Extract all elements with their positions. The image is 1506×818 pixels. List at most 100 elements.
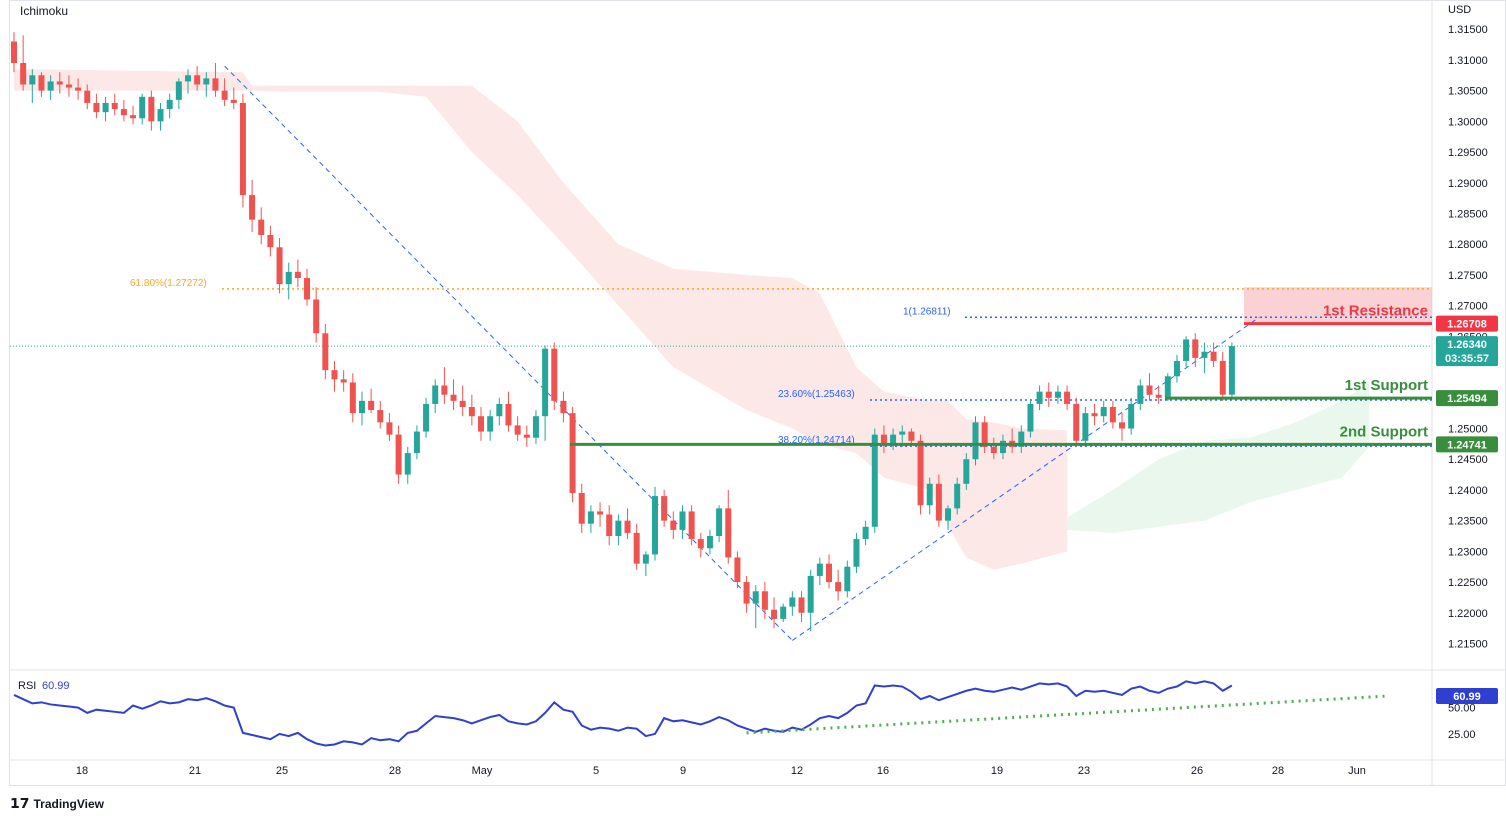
y-tick-label: 1.22500 bbox=[1448, 577, 1488, 589]
candle-body bbox=[844, 566, 851, 592]
support-1-price-badge-text: 1.25494 bbox=[1447, 393, 1488, 405]
x-tick-label: 26 bbox=[1191, 765, 1203, 777]
currency-label: USD bbox=[1448, 4, 1472, 16]
candle-body bbox=[917, 440, 924, 506]
candle-body bbox=[230, 99, 237, 103]
candle-body bbox=[313, 299, 320, 334]
candle-body bbox=[542, 348, 549, 417]
candle-body bbox=[679, 511, 686, 530]
candle-body bbox=[358, 400, 365, 414]
candle-body bbox=[56, 81, 63, 85]
candle-body bbox=[871, 434, 878, 527]
candle-body bbox=[706, 536, 713, 549]
candle-body bbox=[999, 440, 1006, 454]
candle-body bbox=[1119, 422, 1126, 429]
x-tick-label: 18 bbox=[76, 765, 88, 777]
candle-body bbox=[184, 75, 191, 82]
candle-body bbox=[203, 78, 210, 85]
y-tick-label: 1.31500 bbox=[1448, 24, 1488, 36]
candle-body bbox=[771, 609, 778, 619]
candle-body bbox=[93, 102, 100, 113]
rsi-y-tick: 25.00 bbox=[1448, 729, 1476, 741]
candle-body bbox=[587, 511, 594, 524]
candle-body bbox=[890, 434, 897, 444]
rsi-y-tick: 50.00 bbox=[1448, 703, 1476, 715]
candle-body bbox=[459, 400, 466, 407]
candle-body bbox=[798, 597, 805, 613]
x-tick-label: May bbox=[472, 765, 493, 777]
candle-body bbox=[880, 434, 887, 444]
fib-trend-line-1 bbox=[792, 316, 1260, 641]
y-tick-label: 1.30000 bbox=[1448, 116, 1488, 128]
resistance-label: 1st Resistance bbox=[1323, 303, 1428, 320]
candle-body bbox=[935, 483, 942, 521]
tradingview-logo-icon: 𝟭𝟳 bbox=[10, 795, 30, 811]
rsi-value-badge-text: 60.99 bbox=[1453, 691, 1481, 703]
candle-body bbox=[11, 41, 17, 63]
y-tick-label: 1.29500 bbox=[1448, 147, 1488, 159]
candle-body bbox=[532, 416, 539, 438]
candle-body bbox=[990, 446, 997, 454]
candle-body bbox=[688, 511, 695, 540]
candle-body bbox=[725, 508, 732, 558]
candle-body bbox=[120, 109, 127, 116]
candle-body bbox=[75, 87, 82, 91]
candle-body bbox=[1219, 360, 1226, 395]
y-tick-label: 1.23000 bbox=[1448, 546, 1488, 558]
candle-body bbox=[47, 81, 54, 91]
candle-body bbox=[1082, 413, 1089, 441]
y-tick-label: 1.23500 bbox=[1448, 516, 1488, 528]
y-tick-label: 1.27500 bbox=[1448, 270, 1488, 282]
candle-body bbox=[624, 520, 631, 533]
candle-body bbox=[1155, 394, 1162, 398]
y-tick-label: 1.24000 bbox=[1448, 485, 1488, 497]
candle-body bbox=[340, 379, 347, 383]
candle-body bbox=[560, 400, 567, 414]
x-tick-label: 16 bbox=[877, 765, 889, 777]
candle-body bbox=[423, 403, 430, 432]
support-1-label: 1st Support bbox=[1345, 377, 1428, 394]
fib-label-1: 1(1.26811) bbox=[903, 306, 951, 317]
candle-body bbox=[1018, 431, 1025, 447]
candle-body bbox=[1192, 339, 1199, 358]
candle-body bbox=[661, 496, 668, 521]
candle-body bbox=[413, 431, 420, 454]
candle-body bbox=[697, 539, 704, 549]
candle-body bbox=[1183, 339, 1190, 361]
candle-body bbox=[111, 102, 118, 110]
candle-body bbox=[148, 96, 155, 122]
candle-body bbox=[404, 453, 411, 475]
candle-body bbox=[20, 63, 27, 85]
candle-body bbox=[487, 416, 494, 432]
rsi-line bbox=[13, 680, 1233, 747]
rsi-label: RSI bbox=[18, 680, 36, 692]
candle-body bbox=[752, 591, 759, 604]
y-tick-label: 1.30500 bbox=[1448, 86, 1488, 98]
rsi-value-label: 60.99 bbox=[42, 680, 70, 692]
support-2-price-badge-text: 1.24741 bbox=[1447, 439, 1487, 451]
candle-body bbox=[835, 582, 842, 592]
candle-body bbox=[1210, 351, 1217, 361]
candle-body bbox=[1109, 407, 1116, 423]
candle-body bbox=[652, 496, 658, 555]
candle-body bbox=[1073, 403, 1080, 441]
support-2-price-badge-bg bbox=[1436, 436, 1498, 453]
candle-body bbox=[578, 493, 585, 524]
candle-body bbox=[139, 96, 146, 119]
candle-body bbox=[642, 554, 649, 564]
candle-body bbox=[38, 75, 45, 91]
y-tick-label: 1.25000 bbox=[1448, 424, 1488, 436]
candle-body bbox=[670, 520, 677, 530]
candle-body bbox=[1137, 385, 1144, 404]
candle-body bbox=[450, 394, 457, 401]
candle-body bbox=[478, 416, 485, 432]
candle-body bbox=[496, 403, 503, 417]
x-tick-label: 19 bbox=[991, 765, 1003, 777]
price-chart[interactable]: 61.80%(1.27272) 1(1.26811) 23.60%(1.25463)… bbox=[0, 0, 1506, 786]
candle-body bbox=[1173, 360, 1180, 377]
candle-body bbox=[349, 382, 356, 414]
x-tick-label: Jun bbox=[1348, 765, 1366, 777]
y-tick-label: 1.31000 bbox=[1448, 55, 1488, 67]
candle-body bbox=[1091, 413, 1098, 417]
candle-body bbox=[194, 75, 201, 85]
